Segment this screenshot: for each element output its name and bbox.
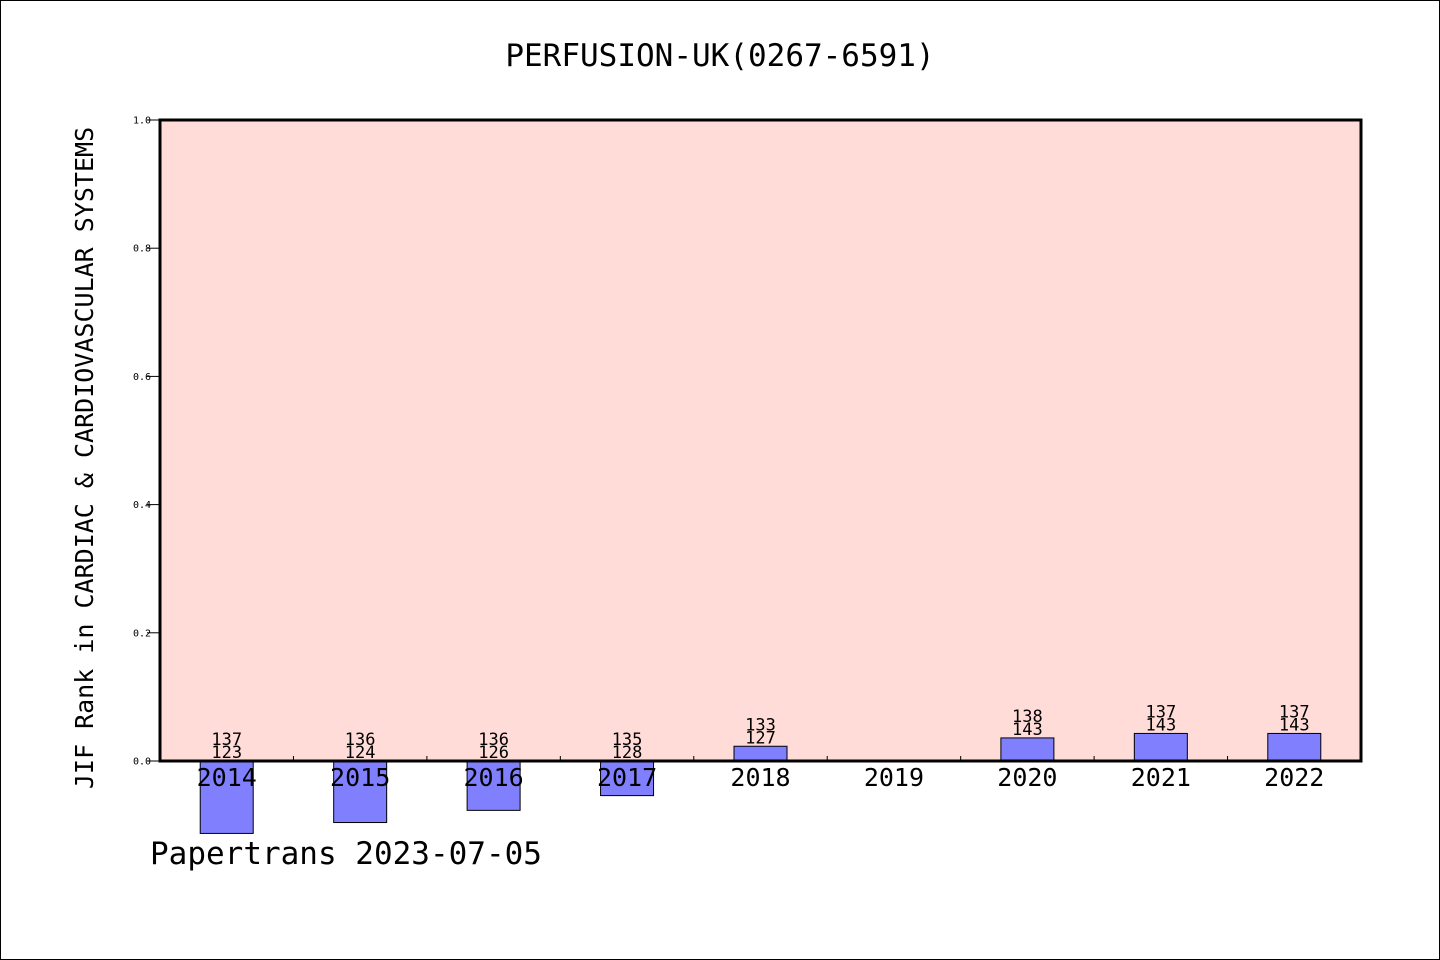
bar [199, 760, 254, 834]
data-label-bottom: 143 [1145, 715, 1176, 735]
chart-title: PERFUSION-UK(0267-6591) [505, 38, 934, 74]
data-label-top: 137 [1145, 702, 1176, 722]
x-tick-label: 2021 [1131, 763, 1191, 792]
data-label-bottom: 123 [211, 743, 242, 763]
x-tick-label: 2019 [864, 763, 924, 792]
data-label-bottom: 128 [612, 743, 643, 763]
data-label-top: 136 [345, 730, 376, 750]
footer-text: Papertrans 2023-07-05 [150, 836, 542, 872]
x-tick-label: 2018 [730, 763, 790, 792]
data-label-bottom: 143 [1012, 720, 1043, 740]
y-axis: 0.0 0.2 0.4 0.6 0.8 1.0 [133, 116, 160, 768]
bar [1133, 732, 1188, 762]
data-label-bottom: 127 [745, 728, 776, 748]
data-label-top: 133 [745, 715, 776, 735]
x-tick-label: 2015 [330, 763, 390, 792]
bar [466, 760, 521, 811]
data-label-top: 138 [1012, 707, 1043, 727]
plot-area [160, 120, 1361, 761]
bar [1267, 732, 1322, 762]
bar [733, 745, 788, 762]
x-tick-label: 2020 [997, 763, 1057, 792]
x-tick-label: 2017 [597, 763, 657, 792]
y-tick-label: 0.2 [133, 628, 151, 639]
plot-border [158, 118, 1363, 763]
data-label-top: 135 [612, 730, 643, 750]
data-label-top: 136 [478, 730, 509, 750]
data-labels: 1371231361241361261351281331271381431371… [211, 702, 1309, 763]
y-axis-label: JIF Rank in CARDIAC & CARDIOVASCULAR SYS… [70, 127, 99, 789]
y-tick-label: 0.6 [133, 372, 151, 383]
data-label-bottom: 143 [1279, 715, 1310, 735]
x-tick-label: 2016 [464, 763, 524, 792]
data-label-bottom: 126 [478, 743, 509, 763]
bar [1000, 737, 1055, 762]
x-tick-label: 2014 [197, 763, 257, 792]
y-tick-label: 1.0 [133, 116, 151, 127]
y-tick-label: 0.4 [133, 500, 151, 511]
bar [600, 760, 655, 797]
y-tick-label: 0.0 [133, 757, 151, 768]
data-label-bottom: 124 [345, 743, 376, 763]
y-tick-label: 0.8 [133, 244, 151, 255]
x-tick-label: 2022 [1264, 763, 1324, 792]
x-axis: 2014 2015 2016 2017 2018 2019 2020 2021 2022 [197, 756, 1324, 792]
data-label-top: 137 [211, 730, 242, 750]
data-label-top: 137 [1279, 702, 1310, 722]
